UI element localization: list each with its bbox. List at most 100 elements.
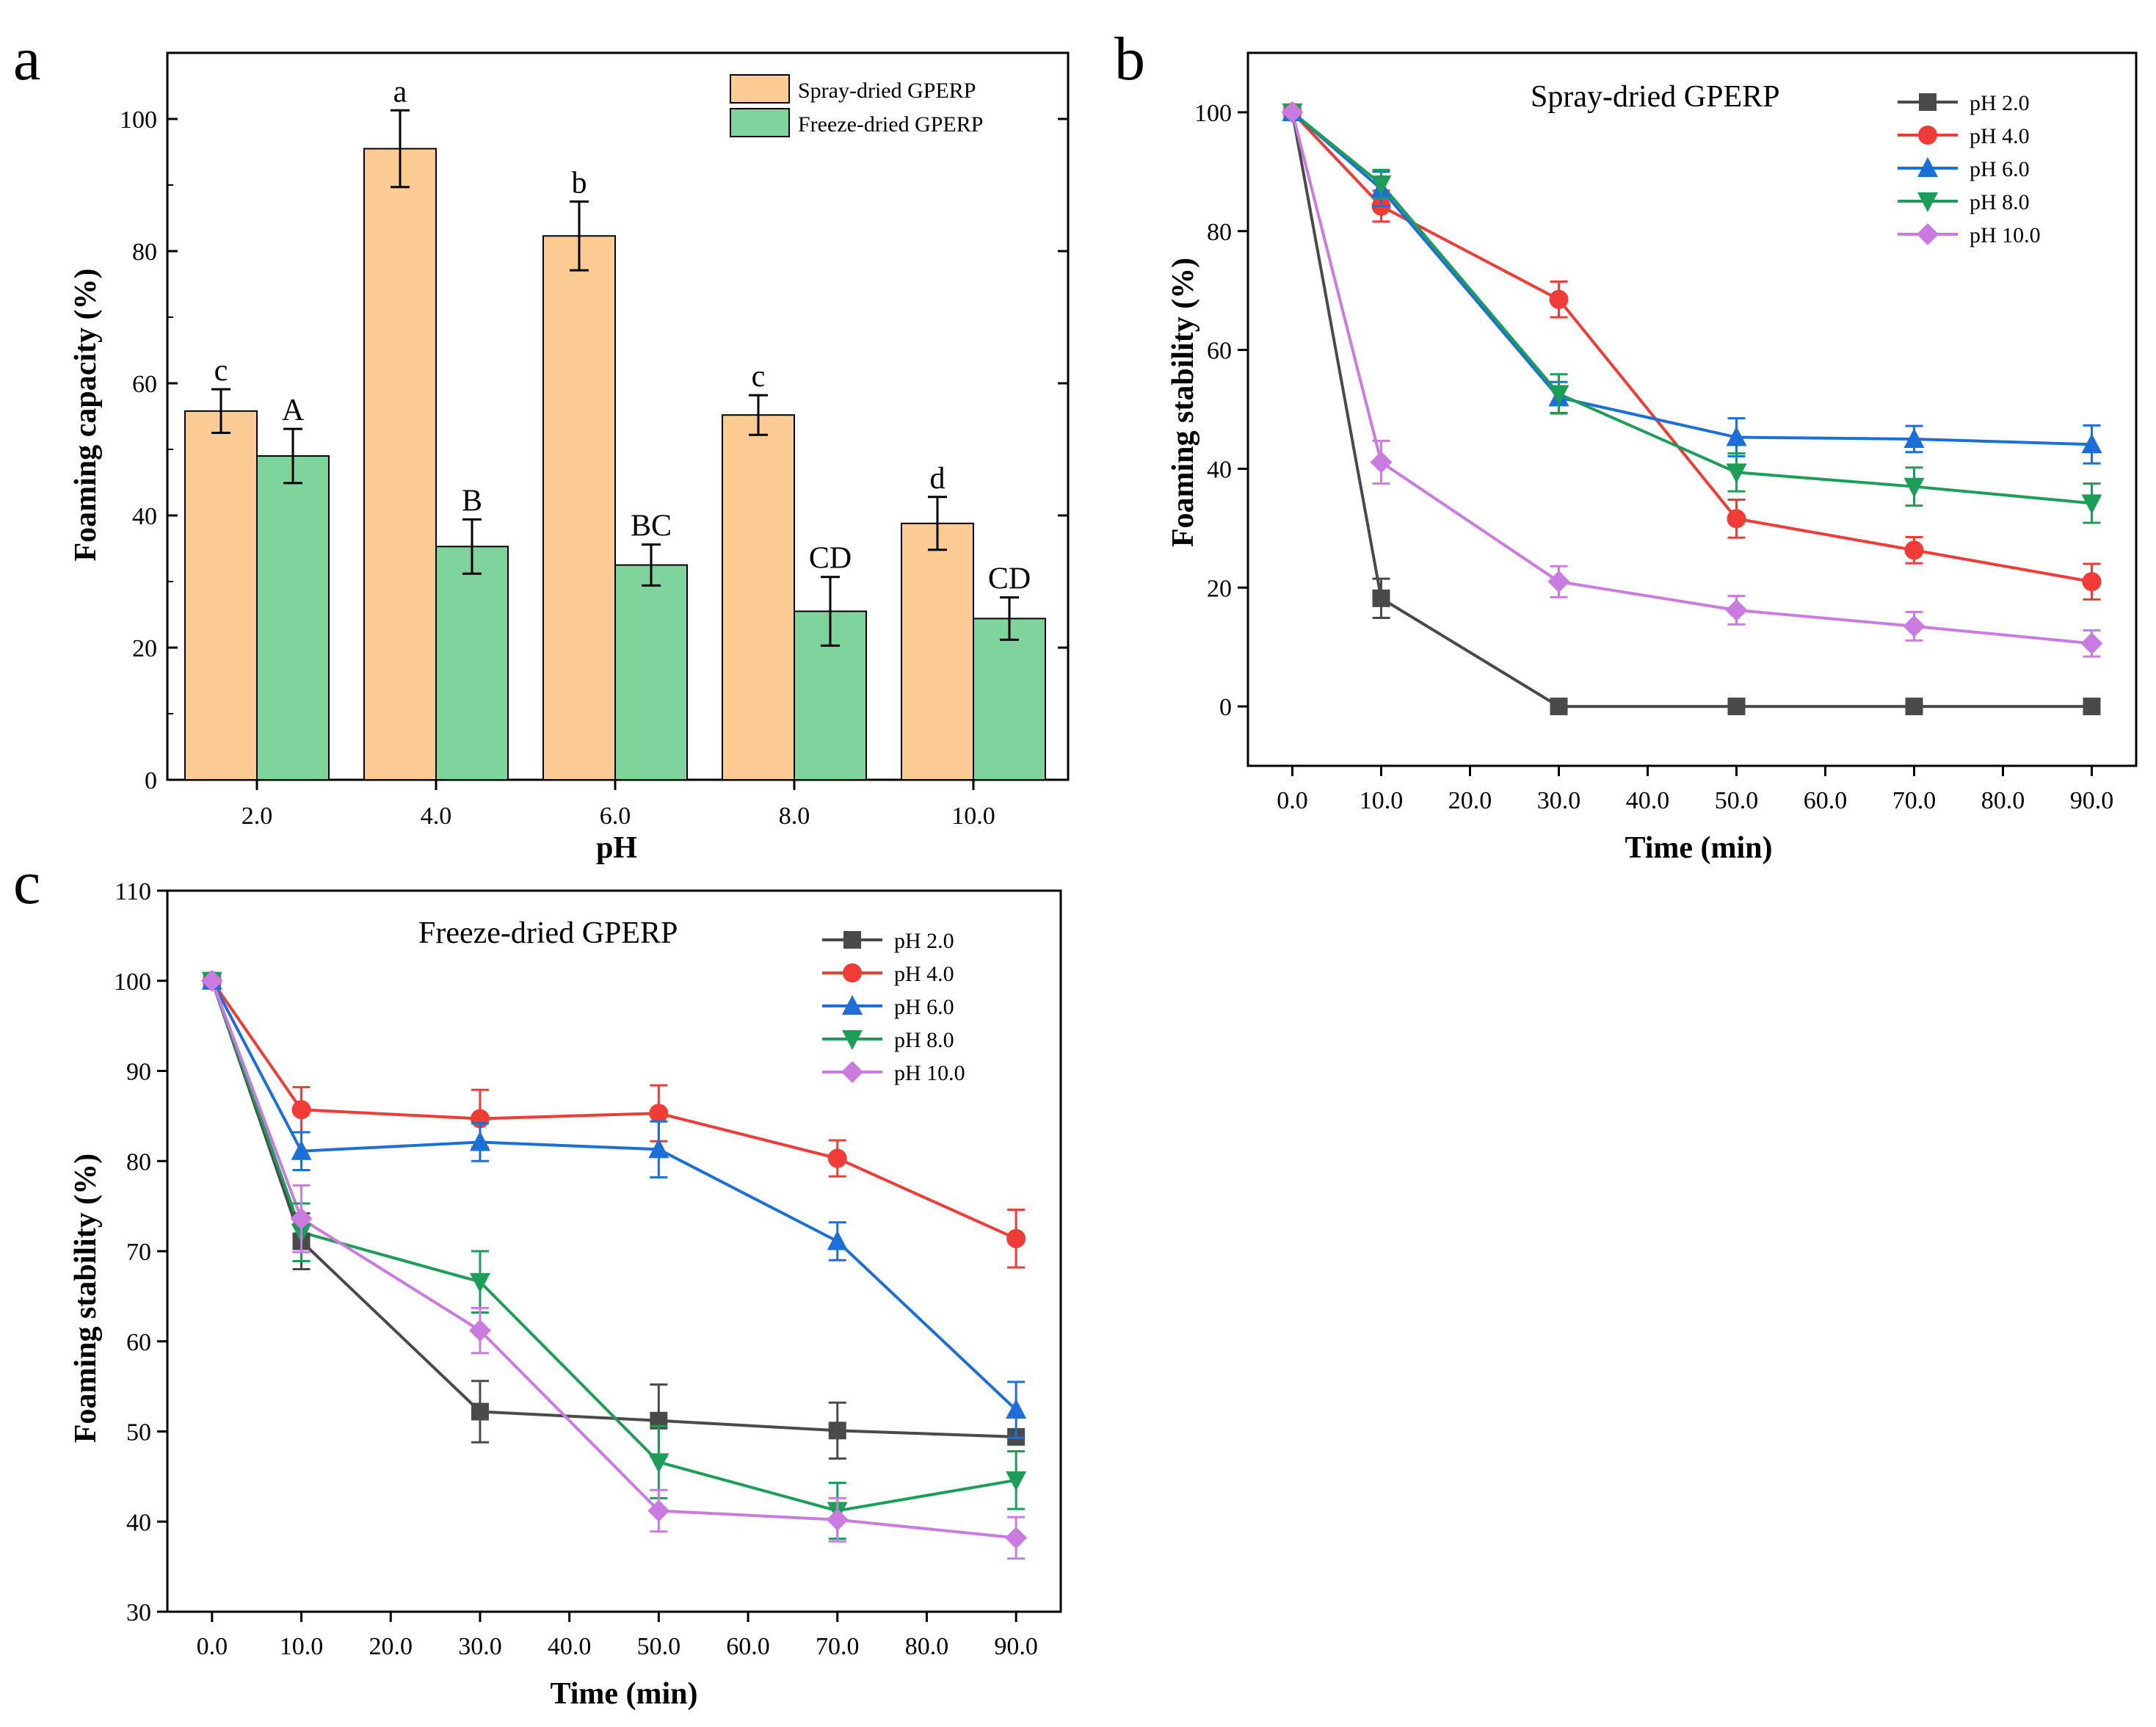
- panel-a-x-tick-label: 8.0: [779, 803, 810, 830]
- panel-a-x-tick-label: 4.0: [421, 803, 452, 830]
- data-point: [1372, 589, 1390, 607]
- data-point: [1370, 451, 1393, 474]
- legend-marker: [843, 931, 861, 949]
- bar: [901, 522, 974, 781]
- panel-b-y-axis-title: Foaming stability (%): [1166, 258, 1200, 547]
- panel-a-x-axis-title: pH: [596, 831, 637, 865]
- panel-b-x-tick-label: 20.0: [1448, 787, 1492, 814]
- bar: [722, 414, 795, 781]
- significance-letter: CD: [988, 562, 1031, 596]
- panel-b-x-tick-label: 80.0: [1981, 787, 2025, 814]
- significance-letter: BC: [631, 510, 672, 543]
- panel-b-x-tick-label: 0.0: [1277, 787, 1308, 814]
- significance-letter: d: [930, 462, 945, 496]
- data-point: [1281, 101, 1304, 123]
- legend-swatch: [730, 74, 790, 104]
- data-point: [469, 1131, 490, 1151]
- legend-marker: [1918, 126, 1937, 145]
- significance-letter: b: [572, 167, 587, 200]
- data-point: [1006, 1471, 1027, 1491]
- panel-a-bar-chart: a pH Foaming capacity (%) 0 20 40 60 80 100 2.…: [13, 25, 1070, 865]
- panel-a-y-tick-label: 100: [120, 106, 157, 134]
- legend-marker: [1917, 223, 1939, 245]
- legend-swatch: [730, 108, 790, 137]
- panel-b-x-axis-title: Time (min): [1625, 831, 1772, 865]
- significance-letter: CD: [809, 542, 852, 576]
- panel-b-series-line: [1291, 112, 2092, 645]
- legend-label: pH 4.0: [1970, 124, 2030, 148]
- panel-a-y-axis-title: Foaming capacity (%): [69, 269, 103, 562]
- data-point: [827, 1148, 847, 1168]
- data-point: [200, 969, 223, 992]
- panel-c-x-tick-label: 50.0: [637, 1633, 681, 1660]
- panel-b-axes-frame: [1246, 51, 2138, 767]
- panel-c-series-line: [210, 980, 1017, 1438]
- panel-b-series-line: [1291, 112, 2092, 709]
- panel-a-x-tick-label: 6.0: [600, 803, 631, 830]
- panel-c-x-tick-label: 0.0: [197, 1633, 228, 1660]
- data-point: [1726, 463, 1747, 484]
- panel-a-y-tick-label: 0: [145, 767, 157, 794]
- data-point: [291, 1140, 312, 1160]
- panel-c-y-tick-label: 30: [126, 1599, 151, 1626]
- panel-b-series-line: [1291, 111, 2092, 505]
- legend-label: pH 8.0: [894, 1028, 954, 1052]
- legend-label: pH 2.0: [894, 929, 954, 953]
- panel-b-label: b: [1114, 25, 1145, 93]
- legend-label: pH 6.0: [1970, 157, 2030, 181]
- data-point: [290, 1207, 313, 1230]
- data-point: [291, 1100, 311, 1120]
- panel-c-y-tick-label: 50: [126, 1419, 151, 1447]
- panel-c-x-axis-title: Time (min): [550, 1677, 697, 1711]
- panel-b-x-tick-label: 40.0: [1626, 787, 1670, 814]
- data-point: [2081, 494, 2102, 515]
- data-point: [2081, 433, 2102, 454]
- data-point: [1547, 571, 1570, 593]
- panel-b-y-tick-label: 40: [1207, 456, 1232, 483]
- panel-c-label: c: [13, 849, 40, 917]
- data-point: [1727, 698, 1746, 716]
- data-point: [2080, 632, 2103, 655]
- panel-b-x-tick-label: 90.0: [2070, 787, 2114, 814]
- data-point: [1550, 698, 1568, 716]
- bar: [614, 564, 688, 781]
- bar: [363, 148, 437, 781]
- data-point: [826, 1508, 849, 1531]
- panel-b-y-tick-label: 60: [1207, 338, 1232, 365]
- data-point: [647, 1499, 670, 1522]
- data-point: [1905, 698, 1923, 716]
- significance-letter: A: [282, 394, 305, 427]
- panel-b-y-tick-label: 80: [1207, 219, 1232, 246]
- data-point: [468, 1319, 491, 1342]
- data-point: [827, 1230, 848, 1250]
- panel-b-x-tick-label: 10.0: [1360, 787, 1404, 814]
- legend-marker: [842, 1030, 863, 1050]
- panel-a-x-tick-label: 2.0: [242, 803, 273, 830]
- significance-letter: a: [393, 75, 407, 109]
- panel-b-x-tick-label: 30.0: [1537, 787, 1581, 814]
- significance-letter: B: [462, 484, 482, 518]
- legend-label: pH 8.0: [1970, 190, 2030, 214]
- data-point: [469, 1272, 490, 1293]
- panel-c-y-tick-label: 80: [126, 1148, 151, 1176]
- panel-c-x-tick-label: 80.0: [905, 1633, 949, 1660]
- legend-label: pH 2.0: [1970, 91, 2030, 115]
- panel-c-y-tick-label: 110: [115, 878, 151, 905]
- legend-label: Spray-dried GPERP: [798, 79, 976, 103]
- data-point: [1904, 540, 1924, 560]
- legend-marker: [1919, 93, 1937, 111]
- bar: [184, 410, 258, 781]
- legend-label: pH 4.0: [894, 962, 954, 986]
- panel-c-y-axis-title: Foaming stability (%): [69, 1154, 103, 1443]
- panel-a-y-tick-label: 80: [132, 239, 157, 266]
- legend-label: pH 10.0: [894, 1061, 965, 1085]
- legend-marker: [1917, 157, 1938, 177]
- legend-marker: [842, 995, 863, 1015]
- legend-marker: [1917, 192, 1938, 212]
- panel-c-x-tick-label: 10.0: [280, 1633, 324, 1660]
- data-point: [2082, 572, 2102, 592]
- panel-a-y-tick-label: 20: [132, 635, 157, 662]
- legend-label: pH 10.0: [1970, 223, 2041, 247]
- bar: [542, 235, 616, 781]
